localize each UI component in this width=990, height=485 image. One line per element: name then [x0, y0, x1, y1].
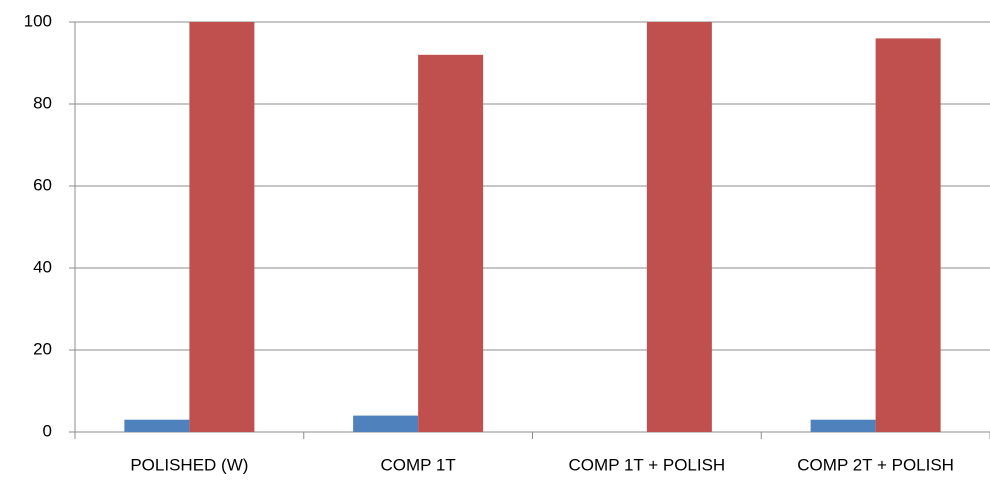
bar [189, 22, 255, 432]
x-tick-label: COMP 1T + POLISH [569, 455, 726, 474]
y-tick-label: 100 [24, 11, 52, 30]
y-tick-label: 20 [33, 339, 52, 358]
x-tick-label: COMP 1T [380, 455, 455, 474]
y-tick-label: 40 [33, 257, 52, 276]
bar [418, 54, 484, 433]
x-tick-label: COMP 2T + POLISH [797, 455, 954, 474]
bar [353, 415, 419, 432]
x-tick-label: POLISHED (W) [130, 455, 248, 474]
bar [646, 22, 712, 432]
bar [124, 419, 190, 432]
y-tick-label: 60 [33, 175, 52, 194]
bar [875, 38, 941, 433]
y-tick-label: 80 [33, 93, 52, 112]
bar [810, 419, 876, 432]
y-tick-label: 0 [43, 421, 52, 440]
